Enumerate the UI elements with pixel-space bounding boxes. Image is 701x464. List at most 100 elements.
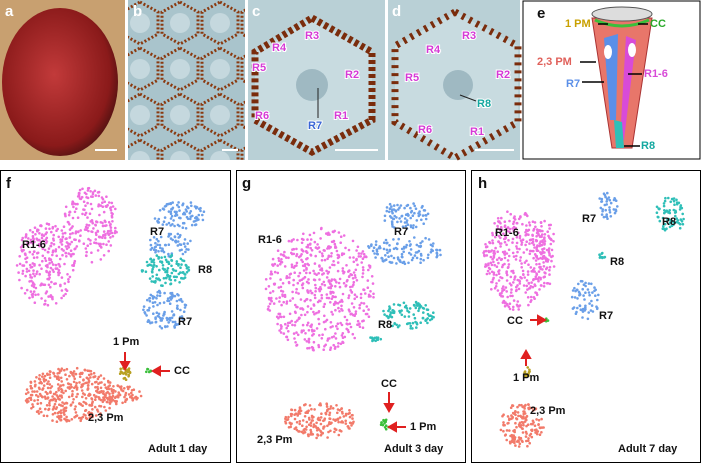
umap-point	[384, 427, 388, 431]
umap-point	[358, 325, 362, 329]
umap-point	[32, 285, 36, 289]
umap-point	[542, 426, 545, 429]
umap-point	[487, 266, 491, 270]
umap-point	[50, 280, 53, 284]
umap-point	[503, 240, 507, 244]
umap-point	[158, 290, 161, 293]
umap-point	[303, 263, 307, 266]
umap-point	[497, 261, 500, 265]
umap-point	[414, 225, 418, 229]
umap-point	[47, 295, 50, 298]
umap-point	[419, 252, 423, 256]
umap-point	[157, 239, 160, 243]
umap-point	[287, 256, 290, 260]
umap-point	[320, 259, 324, 262]
umap-point	[388, 249, 391, 253]
umap-point	[166, 273, 170, 277]
umap-point	[348, 269, 351, 272]
umap-point	[590, 282, 593, 286]
umap-point	[314, 246, 318, 249]
umap-point	[403, 206, 406, 210]
umap-point	[170, 214, 174, 218]
umap-point	[352, 256, 355, 259]
umap-point	[518, 442, 522, 446]
umap-point	[162, 301, 166, 304]
umap-point	[105, 387, 109, 391]
umap-point	[317, 418, 320, 422]
umap-point	[516, 300, 520, 303]
umap-point	[194, 216, 197, 220]
umap-point	[509, 291, 513, 294]
umap-point	[529, 266, 533, 269]
umap-point	[335, 281, 338, 284]
umap-point	[281, 253, 285, 257]
umap-point	[515, 285, 518, 289]
umap-point	[349, 325, 353, 329]
umap-point	[37, 242, 41, 246]
umap-point	[391, 311, 395, 315]
umap-point	[667, 196, 670, 200]
umap-point	[502, 232, 505, 235]
umap-point	[538, 288, 541, 291]
umap-point	[102, 242, 105, 246]
umap-point	[163, 268, 167, 271]
umap-point	[298, 420, 302, 423]
umap-point	[121, 371, 124, 374]
umap-point	[353, 297, 357, 301]
umap-point	[63, 402, 66, 406]
umap-point	[90, 220, 94, 223]
umap-point	[102, 396, 106, 400]
umap-point	[503, 304, 507, 308]
umap-point	[67, 221, 70, 224]
umap-point	[75, 381, 78, 385]
umap-point	[511, 440, 514, 444]
umap-point	[288, 312, 292, 316]
umap-point	[45, 240, 49, 243]
umap-point	[352, 420, 355, 424]
umap-point	[53, 411, 57, 415]
umap-point	[169, 232, 173, 236]
umap-point	[162, 312, 166, 316]
umap-point	[542, 247, 546, 250]
umap-point	[547, 247, 551, 250]
umap-point	[359, 255, 363, 258]
umap-point	[515, 221, 519, 225]
umap-point	[305, 257, 308, 261]
umap-point	[57, 262, 60, 266]
umap-point	[145, 260, 149, 264]
umap-point	[284, 322, 287, 326]
umap-point	[317, 246, 321, 249]
umap-point	[303, 313, 307, 317]
umap-point	[199, 206, 202, 210]
umap-point	[362, 252, 366, 256]
umap-point	[285, 256, 288, 259]
umap-point	[278, 300, 281, 303]
umap-point	[48, 376, 52, 380]
umap-point	[159, 316, 162, 320]
umap-point	[525, 259, 528, 263]
umap-point	[501, 265, 504, 269]
umap-point	[92, 371, 96, 375]
umap-point	[173, 320, 177, 324]
umap-point	[107, 387, 111, 391]
umap-point	[29, 241, 32, 244]
umap-point	[336, 345, 340, 348]
umap-point	[491, 280, 494, 284]
umap-point	[613, 211, 617, 215]
umap-point	[33, 301, 37, 305]
umap-point	[75, 395, 78, 399]
umap-point	[390, 210, 394, 213]
umap-point	[32, 256, 36, 260]
umap-point	[336, 256, 340, 260]
umap-point	[525, 248, 529, 251]
umap-point	[539, 221, 543, 224]
umap-point	[163, 291, 166, 295]
umap-point	[496, 224, 499, 228]
umap-point	[320, 269, 324, 272]
umap-point	[158, 243, 162, 247]
umap-point	[152, 312, 155, 316]
umap-point	[298, 430, 301, 433]
umap-point	[34, 233, 37, 236]
umap-point	[42, 239, 45, 243]
umap-point	[350, 312, 353, 316]
